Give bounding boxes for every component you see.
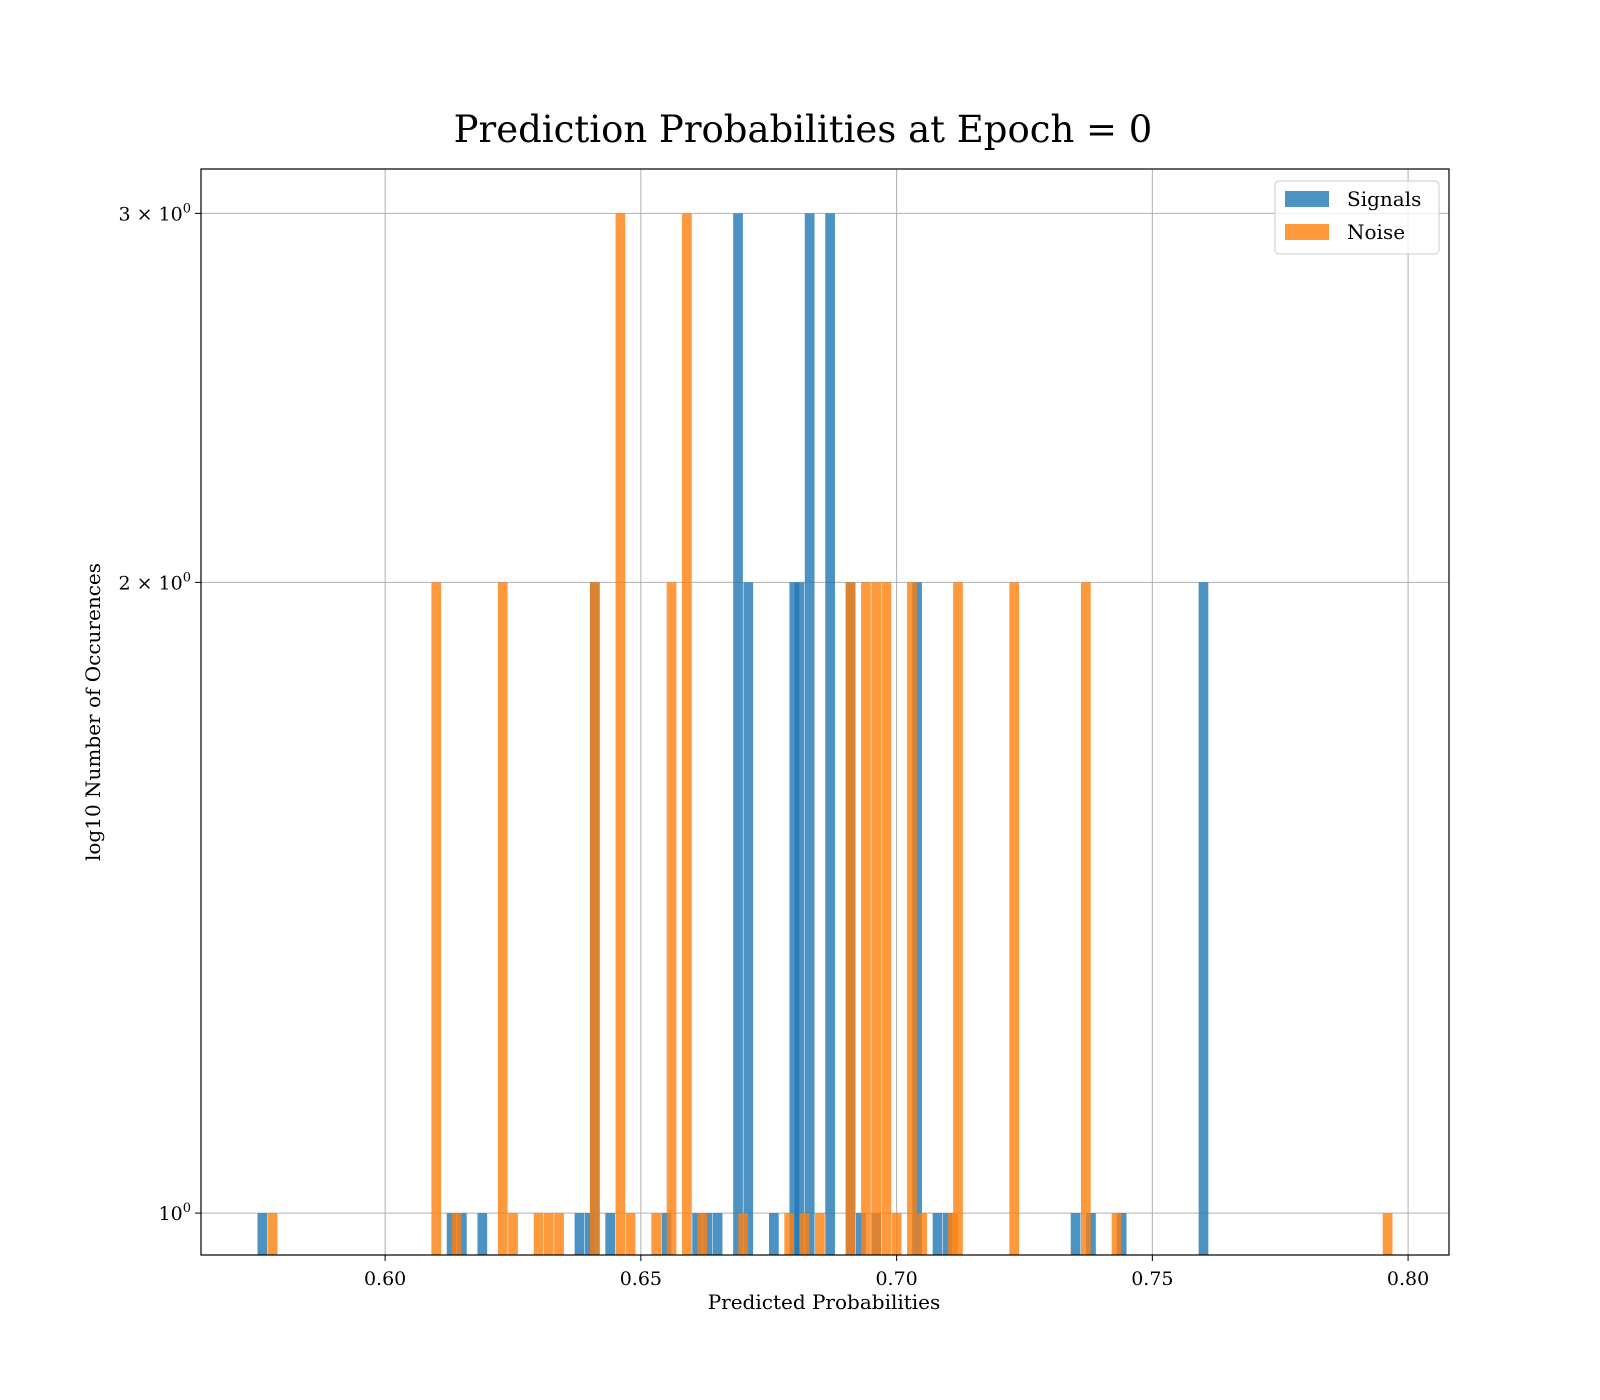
histogram-bar-noise: [543, 1213, 554, 1255]
histogram-bar-signals: [743, 582, 754, 1255]
x-tick-label: 0.60: [364, 1268, 406, 1290]
histogram-bar-signals: [257, 1213, 268, 1255]
legend-label-signals: Signals: [1347, 187, 1421, 211]
grid-lines: [201, 169, 1449, 1255]
histogram-bar-noise: [666, 582, 677, 1255]
y-axis-label: log10 Number of Occurences: [81, 563, 105, 861]
histogram-bar-signals: [692, 1213, 702, 1255]
histogram-bar-signals: [574, 1213, 585, 1255]
histogram-bar-noise: [451, 1213, 462, 1255]
histogram-bar-signals: [932, 1213, 943, 1255]
histogram-bar-noise: [953, 582, 963, 1255]
x-tick-label: 0.65: [620, 1268, 662, 1290]
histogram-bar-signals: [855, 1213, 866, 1255]
histogram-bars: [257, 213, 1393, 1255]
histogram-bar-signals: [768, 1213, 779, 1255]
histogram-bar-noise: [907, 582, 917, 1255]
histogram-bar-noise: [1080, 582, 1091, 1255]
legend-label-noise: Noise: [1347, 220, 1405, 244]
histogram-bar-noise: [871, 582, 882, 1255]
x-tick-label: 0.80: [1387, 1268, 1429, 1290]
x-axis-ticks: 0.60 0.65 0.70 0.75 0.80: [364, 1255, 1429, 1290]
y-tick-label: 2 × 100: [118, 570, 191, 594]
histogram-bar-noise: [697, 1213, 708, 1255]
histogram-bar-noise: [682, 213, 692, 1255]
histogram-bar-signals: [1198, 582, 1209, 1255]
histogram-bar-noise: [799, 1213, 810, 1255]
histogram-bar-noise: [533, 1213, 544, 1255]
histogram-bar-noise: [1382, 1213, 1393, 1255]
histogram-bar-noise: [431, 582, 442, 1255]
histogram-bar-noise: [1111, 1213, 1122, 1255]
histogram-bar-signals: [712, 1213, 723, 1255]
legend-swatch-signals: [1285, 191, 1329, 207]
histogram-bar-signals: [477, 1213, 488, 1255]
histogram-bar-noise: [881, 582, 892, 1255]
histogram-bar-noise: [891, 1213, 902, 1255]
y-tick-label: 100: [159, 1201, 191, 1225]
plot-area-frame: [200, 168, 1450, 1256]
x-axis-label: Predicted Probabilities: [708, 1290, 941, 1314]
histogram-bar-signals: [456, 1213, 467, 1255]
y-tick-label: 3 × 100: [118, 201, 191, 225]
histogram-bar-signals: [702, 1213, 713, 1255]
histogram-bar-noise: [917, 1213, 928, 1255]
histogram-bar-noise: [948, 1213, 958, 1255]
histogram-bar-signals: [1070, 1213, 1081, 1255]
histogram-bar-noise: [615, 213, 626, 1255]
histogram-bar-noise: [861, 582, 871, 1255]
histogram-bar-signals: [942, 1213, 953, 1255]
histogram-bar-noise: [845, 582, 856, 1255]
histogram-bar-noise: [267, 1213, 278, 1255]
histogram-bar-noise: [554, 1213, 564, 1255]
histogram-bar-noise: [651, 1213, 662, 1255]
chart-title: Prediction Probabilities at Epoch = 0: [454, 108, 1153, 151]
histogram-bar-signals: [804, 213, 815, 1255]
y-axis-ticks: 100 2 × 100 3 × 100: [118, 201, 201, 1225]
histogram-bar-noise: [508, 1213, 518, 1255]
histogram-bar-signals: [1116, 1213, 1127, 1255]
histogram-bar-noise: [497, 582, 508, 1255]
histogram-bar-signals: [912, 582, 922, 1255]
histogram-bar-signals: [446, 1213, 457, 1255]
histogram-bar-noise: [625, 1213, 636, 1255]
histogram-bar-signals: [605, 1213, 616, 1255]
histogram-bar-signals: [1086, 1213, 1096, 1255]
histogram-bar-signals: [733, 213, 743, 1255]
histogram-bar-noise: [589, 582, 600, 1255]
histogram-bar-signals: [789, 582, 800, 1255]
histogram-bar-signals: [794, 582, 805, 1255]
histogram-bar-noise: [1009, 582, 1020, 1255]
histogram-bar-signals: [584, 1213, 595, 1255]
legend-swatch-noise: [1285, 224, 1329, 240]
x-tick-label: 0.70: [875, 1268, 917, 1290]
x-tick-label: 0.75: [1131, 1268, 1173, 1290]
histogram-bar-noise: [784, 1213, 795, 1255]
legend: Signals Noise: [1274, 180, 1440, 255]
histogram-bar-signals: [661, 1213, 672, 1255]
histogram-bar-noise: [815, 1213, 825, 1255]
histogram-bar-noise: [738, 1213, 749, 1255]
histogram-bar-signals: [825, 213, 835, 1255]
